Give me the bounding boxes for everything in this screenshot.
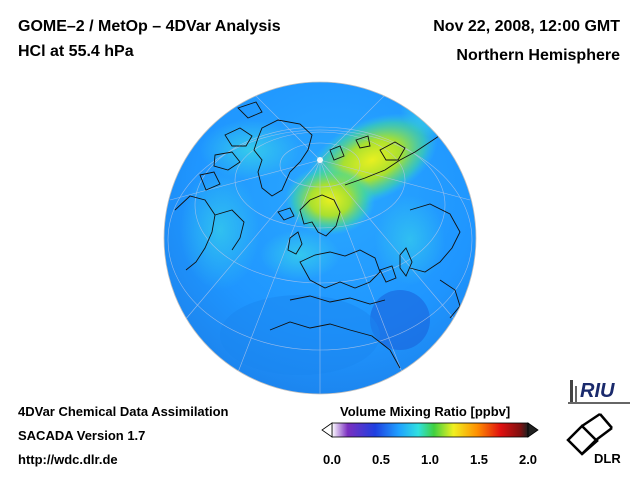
colorbar-title: Volume Mixing Ratio [ppbv]	[340, 404, 511, 419]
dlr-logo-text: DLR	[594, 451, 621, 466]
globe	[163, 81, 477, 395]
title-line2: HCl at 55.4 hPa	[18, 43, 134, 60]
date-label: Nov 22, 2008, 12:00 GMT	[433, 18, 620, 35]
colorbar-tick: 0.0	[322, 452, 342, 467]
colorbar-tick: 1.5	[469, 452, 489, 467]
footer-line2: SACADA Version 1.7	[18, 428, 146, 443]
colorbar-max-arrow	[527, 422, 539, 438]
title-line1: GOME–2 / MetOp – 4DVar Analysis	[18, 18, 281, 35]
colorbar-tick: 0.5	[371, 452, 391, 467]
graticule	[167, 89, 473, 394]
region-label: Northern Hemisphere	[456, 47, 620, 64]
dlr-logo: DLR	[566, 412, 621, 466]
footer-line1: 4DVar Chemical Data Assimilation	[18, 404, 229, 419]
colorbar-tick: 2.0	[518, 452, 538, 467]
colorbar	[321, 422, 539, 438]
riu-logo: RIU	[568, 380, 630, 404]
colorbar-tick: 1.0	[420, 452, 440, 467]
colorbar-min-arrow	[321, 422, 333, 438]
riu-logo-text: RIU	[580, 380, 615, 402]
colorbar-gradient	[331, 422, 529, 438]
footer-url: http://wdc.dlr.de	[18, 452, 118, 467]
